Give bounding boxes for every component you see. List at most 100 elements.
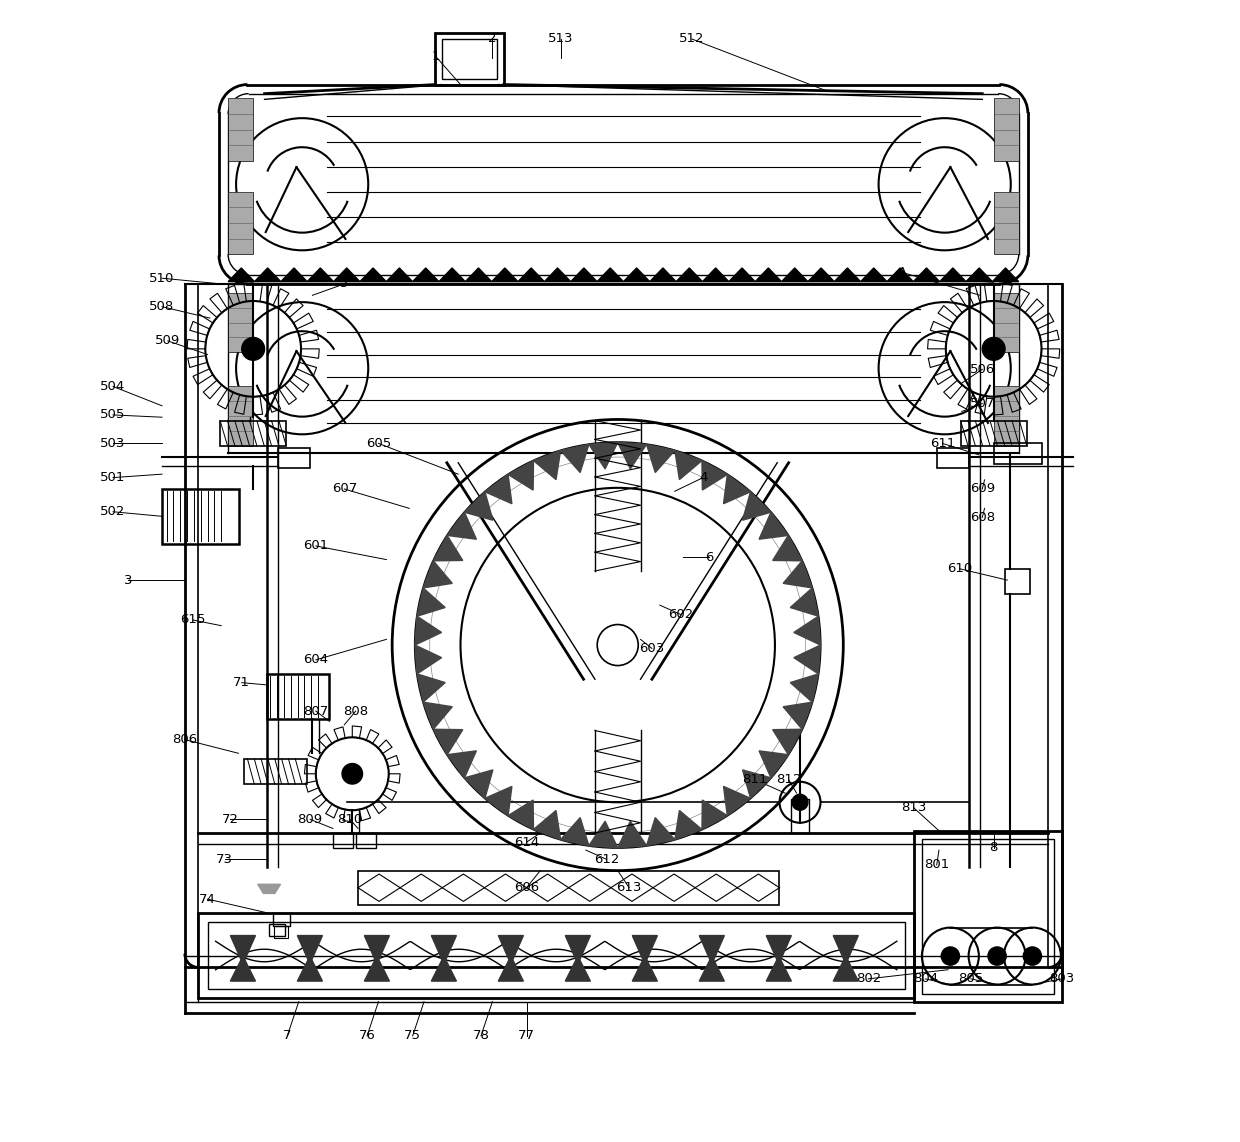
Bar (278, 448, 310, 468)
Text: 801: 801 (924, 859, 950, 871)
Bar (993, 98, 1019, 161)
Polygon shape (618, 821, 646, 847)
Text: 506: 506 (970, 363, 994, 376)
Text: 813: 813 (901, 802, 926, 814)
Polygon shape (533, 811, 560, 839)
Polygon shape (914, 268, 940, 282)
Bar (198, 912, 914, 998)
Text: 8: 8 (990, 842, 998, 854)
Polygon shape (966, 268, 992, 282)
Text: 804: 804 (913, 972, 937, 986)
Text: 1: 1 (432, 49, 440, 63)
Polygon shape (465, 268, 491, 282)
Text: 78: 78 (472, 1029, 490, 1043)
Text: 808: 808 (343, 705, 368, 717)
Bar (993, 192, 1019, 255)
Bar (993, 293, 1019, 352)
Polygon shape (465, 770, 492, 798)
Polygon shape (432, 956, 456, 981)
Text: 6: 6 (704, 550, 713, 564)
Text: 806: 806 (172, 733, 197, 746)
Polygon shape (794, 645, 821, 674)
Polygon shape (433, 730, 463, 755)
Bar (228, 98, 253, 161)
Polygon shape (298, 935, 322, 964)
Polygon shape (365, 935, 389, 964)
Polygon shape (423, 561, 453, 588)
Text: 810: 810 (337, 813, 362, 826)
Polygon shape (598, 268, 624, 282)
Polygon shape (417, 674, 445, 702)
Polygon shape (646, 818, 675, 846)
Text: 505: 505 (100, 409, 125, 421)
Polygon shape (773, 730, 802, 755)
Text: 75: 75 (404, 1029, 422, 1043)
Polygon shape (298, 956, 322, 981)
Bar (332, 833, 353, 847)
Polygon shape (861, 268, 887, 282)
Polygon shape (790, 588, 818, 617)
Polygon shape (703, 268, 729, 282)
Text: 510: 510 (149, 272, 175, 284)
Text: 4: 4 (699, 472, 707, 484)
Polygon shape (432, 935, 456, 964)
Polygon shape (940, 268, 966, 282)
Text: 612: 612 (594, 853, 619, 866)
Polygon shape (743, 770, 771, 798)
Text: 513: 513 (548, 32, 574, 46)
Polygon shape (835, 268, 861, 282)
Bar (1006, 569, 1030, 594)
Polygon shape (415, 617, 441, 645)
Polygon shape (280, 268, 308, 282)
Circle shape (982, 337, 1006, 360)
Polygon shape (308, 268, 334, 282)
Text: 606: 606 (515, 882, 539, 894)
Polygon shape (560, 444, 589, 473)
Bar (993, 443, 1042, 464)
Polygon shape (784, 561, 812, 588)
Text: 611: 611 (930, 437, 955, 450)
Text: 807: 807 (304, 705, 329, 717)
Polygon shape (465, 492, 492, 521)
Text: 802: 802 (856, 972, 880, 986)
Text: 604: 604 (304, 653, 329, 667)
Text: 5: 5 (340, 278, 348, 290)
Polygon shape (417, 588, 445, 617)
Polygon shape (448, 751, 476, 778)
Polygon shape (518, 268, 544, 282)
Polygon shape (699, 956, 724, 981)
Polygon shape (533, 450, 560, 480)
Polygon shape (498, 956, 523, 981)
Bar (921, 838, 1054, 994)
Bar (961, 420, 1027, 445)
Polygon shape (702, 460, 728, 490)
Polygon shape (570, 268, 598, 282)
Polygon shape (560, 818, 589, 846)
Text: 605: 605 (366, 437, 391, 450)
Text: 601: 601 (304, 539, 329, 553)
Bar (993, 386, 1019, 445)
Circle shape (342, 764, 362, 785)
Bar (936, 448, 968, 468)
Text: 607: 607 (331, 482, 357, 496)
Text: 509: 509 (155, 335, 180, 347)
Polygon shape (759, 513, 789, 539)
Text: 610: 610 (947, 562, 972, 576)
Circle shape (242, 337, 264, 360)
Polygon shape (415, 645, 441, 674)
Bar (228, 293, 253, 352)
Text: 508: 508 (149, 300, 175, 313)
Polygon shape (485, 787, 512, 815)
Polygon shape (724, 787, 750, 815)
Polygon shape (646, 444, 675, 473)
Text: 501: 501 (100, 472, 125, 484)
Polygon shape (386, 268, 413, 282)
Polygon shape (650, 268, 676, 282)
Text: 811: 811 (742, 773, 768, 786)
Polygon shape (258, 884, 280, 893)
Polygon shape (231, 956, 255, 981)
Text: 2: 2 (489, 32, 497, 46)
Polygon shape (676, 268, 703, 282)
Text: 507: 507 (970, 397, 994, 410)
Bar (914, 830, 1061, 1002)
